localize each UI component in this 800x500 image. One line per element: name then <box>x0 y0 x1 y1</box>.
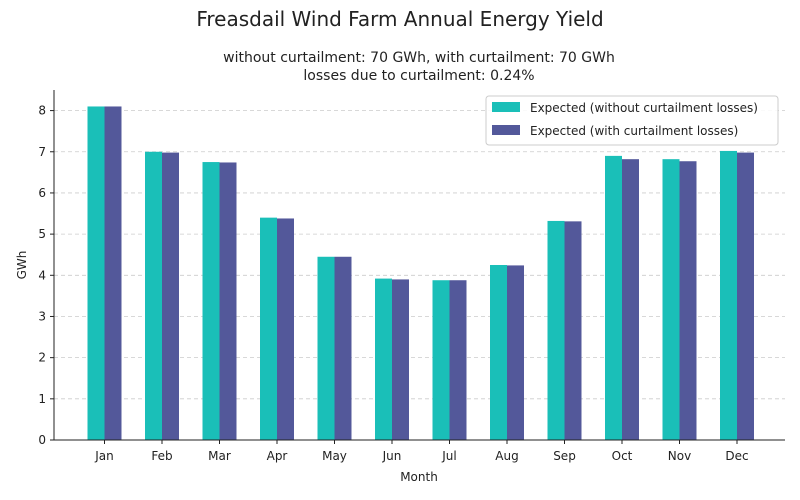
legend-box <box>485 95 779 146</box>
axes <box>53 90 785 441</box>
x-tick-label-apr: Apr <box>267 449 288 463</box>
x-tick-label-sep: Sep <box>553 449 576 463</box>
bar-without-curtailment-nov <box>662 159 680 441</box>
bar-without-curtailment-aug <box>490 265 507 440</box>
bar-without-curtailment-jan <box>87 106 105 441</box>
x-tick-label-oct: Oct <box>612 449 633 463</box>
bar-with-curtailment-aug <box>507 265 524 440</box>
y-tick-label: 3 <box>38 309 46 323</box>
legend: Expected (without curtailment losses) Ex… <box>485 95 779 146</box>
legend-label-without-curtailment: Expected (without curtailment losses) <box>530 101 758 115</box>
bar-without-curtailment-jun <box>375 278 392 440</box>
x-tick-label-may: May <box>322 449 347 463</box>
bar-without-curtailment-apr <box>260 217 277 440</box>
bar-without-curtailment-may <box>317 256 335 440</box>
x-tick-label-mar: Mar <box>208 449 231 463</box>
chart-title: Freasdail Wind Farm Annual Energy Yield <box>196 7 603 31</box>
bar-with-curtailment-mar <box>219 162 237 440</box>
bar-without-curtailment-sep <box>547 220 565 440</box>
y-tick-label: 8 <box>38 104 46 118</box>
legend-swatch-with-curtailment <box>492 125 520 135</box>
bar-with-curtailment-may <box>334 256 352 440</box>
bar-with-curtailment-nov <box>679 161 697 440</box>
x-tick-label-jan: Jan <box>94 449 114 463</box>
bar-without-curtailment-jul <box>432 280 450 440</box>
x-tick-label-aug: Aug <box>495 449 518 463</box>
bar-without-curtailment-dec <box>720 150 737 441</box>
y-tick-label: 1 <box>38 392 46 406</box>
bar-with-curtailment-apr <box>277 218 294 440</box>
y-tick-label: 7 <box>38 145 46 159</box>
bars <box>87 106 754 441</box>
y-tick-label: 5 <box>38 227 46 241</box>
x-ticks: Jan Feb Mar Apr May Jun Jul Aug Sep Oct Nov Dec <box>94 440 749 463</box>
y-tick-label: 0 <box>38 433 46 447</box>
y-ticks: 0 1 2 3 4 5 6 7 8 <box>38 104 54 447</box>
x-tick-label-nov: Nov <box>668 449 691 463</box>
legend-swatch-without-curtailment <box>492 102 520 112</box>
x-tick-label-jun: Jun <box>382 449 402 463</box>
bar-without-curtailment-feb <box>145 151 162 440</box>
y-tick-label: 4 <box>38 268 46 282</box>
bar-without-curtailment-oct <box>605 155 622 440</box>
y-axis-label: GWh <box>15 251 29 280</box>
bar-with-curtailment-jan <box>104 106 122 441</box>
bar-with-curtailment-feb <box>162 152 179 440</box>
x-axis-label: Month <box>400 470 438 484</box>
chart-subtitle-line-2: losses due to curtailment: 0.24% <box>303 68 534 84</box>
x-tick-label-feb: Feb <box>151 449 172 463</box>
bar-without-curtailment-mar <box>202 162 220 440</box>
legend-label-with-curtailment: Expected (with curtailment losses) <box>530 124 738 138</box>
bar-with-curtailment-dec <box>737 152 754 440</box>
bar-with-curtailment-oct <box>622 159 639 441</box>
x-tick-label-dec: Dec <box>725 449 748 463</box>
chart-subtitle-line-1: without curtailment: 70 GWh, with curtai… <box>223 50 615 66</box>
y-tick-label: 6 <box>38 186 46 200</box>
x-tick-label-jul: Jul <box>441 449 456 463</box>
bar-with-curtailment-jun <box>392 279 409 440</box>
y-tick-label: 2 <box>38 351 46 365</box>
bar-with-curtailment-jul <box>449 280 467 440</box>
bar-with-curtailment-sep <box>564 221 582 440</box>
